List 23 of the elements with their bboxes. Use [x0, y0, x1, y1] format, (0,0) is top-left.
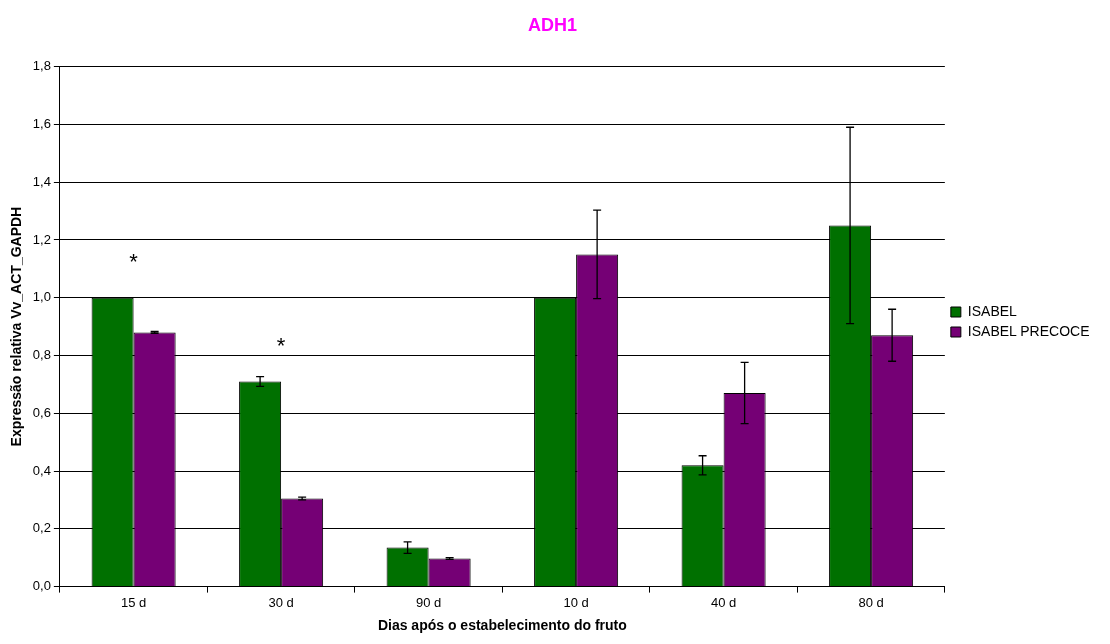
y-tick-label: 1,0	[32, 289, 51, 305]
chart-title: ADH1	[527, 14, 578, 35]
x-tick-label: 10 d	[563, 594, 589, 610]
x-tick-label: 30 d	[268, 594, 294, 610]
legend-label: ISABEL PRECOCE	[967, 322, 1090, 339]
x-tick-label: 15 d	[120, 594, 147, 610]
x-axis-title: Dias após o estabelecimento do fruto	[377, 617, 627, 634]
y-tick-label: 1,4	[32, 173, 51, 189]
y-tick-label: 0,4	[32, 462, 51, 478]
y-axis-title: Expressão relativa Vv_ACT_GAPDH	[8, 206, 25, 447]
x-tick-label: 40 d	[710, 594, 737, 610]
y-tick-label: 1,2	[32, 231, 51, 247]
y-tick-label: 1,8	[32, 58, 51, 74]
y-tick-label: 0,2	[32, 520, 51, 536]
annotation: *	[129, 248, 139, 274]
y-tick-label: 0,6	[32, 404, 51, 420]
x-tick-label: 80 d	[858, 594, 884, 610]
legend-label: ISABEL	[967, 302, 1018, 319]
x-tick-label: 90 d	[415, 594, 442, 610]
y-tick-label: 1,6	[32, 115, 51, 131]
y-tick-label: 0,0	[32, 578, 51, 594]
y-tick-label: 0,8	[32, 347, 51, 363]
annotation: *	[276, 332, 286, 358]
